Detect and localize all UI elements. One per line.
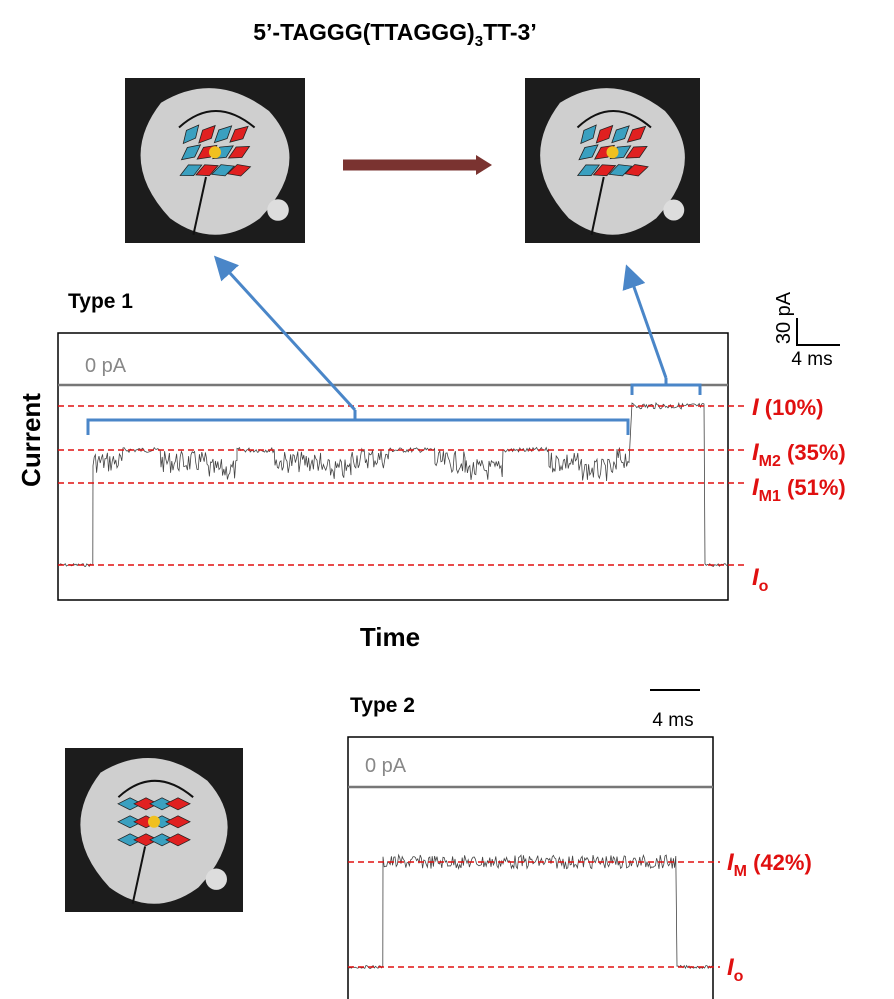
structure-image bbox=[525, 78, 700, 243]
ion bbox=[209, 146, 221, 159]
level-value: (51%) bbox=[781, 475, 846, 500]
guanine bbox=[595, 124, 614, 144]
guanine bbox=[229, 125, 249, 143]
backbone bbox=[576, 110, 652, 235]
symbol: I bbox=[752, 564, 760, 591]
guanine bbox=[198, 124, 216, 144]
scale-label: 4 ms bbox=[791, 349, 832, 370]
ion bbox=[606, 146, 619, 159]
axis-label: Time bbox=[360, 622, 420, 652]
scale-label: 4 ms bbox=[652, 710, 693, 731]
guanine bbox=[578, 144, 599, 161]
guanine bbox=[180, 144, 202, 161]
guanine bbox=[182, 124, 200, 145]
guanine bbox=[165, 833, 191, 847]
scale-label: 30 pA bbox=[773, 291, 795, 344]
guanine bbox=[608, 164, 633, 177]
level-labels: IM (42%)Io bbox=[727, 849, 812, 985]
guanine bbox=[213, 125, 233, 144]
transition-arrow-head bbox=[476, 155, 492, 175]
guanine bbox=[624, 164, 649, 177]
ion bbox=[148, 815, 160, 828]
symbol: I bbox=[727, 849, 735, 876]
trace-box bbox=[347, 736, 714, 999]
subscript: o bbox=[759, 578, 769, 595]
guanine bbox=[165, 797, 191, 811]
guanine bbox=[626, 125, 647, 143]
trace-line bbox=[57, 401, 728, 568]
level-label: Io bbox=[752, 564, 769, 595]
subscript: M2 bbox=[759, 453, 781, 470]
backbone bbox=[178, 110, 256, 235]
title: 5’-TAGGG(TTAGGG)3TT-3’ bbox=[253, 19, 536, 50]
structure-image bbox=[125, 78, 305, 243]
subscript: M1 bbox=[759, 488, 781, 505]
symbol: I bbox=[752, 394, 760, 421]
level-value: (42%) bbox=[747, 850, 812, 875]
subscript: M bbox=[734, 863, 747, 880]
level-lines bbox=[348, 861, 720, 968]
guanine bbox=[226, 164, 252, 177]
trace-line bbox=[347, 853, 713, 970]
guanine bbox=[592, 164, 617, 177]
guanine bbox=[179, 164, 203, 177]
structure-image bbox=[65, 748, 243, 912]
level-lines bbox=[58, 405, 745, 566]
current-trace bbox=[57, 401, 728, 568]
level-label: IM1 (51%) bbox=[752, 474, 846, 505]
guanine bbox=[195, 164, 219, 177]
event-brackets bbox=[86, 255, 702, 435]
axis-label: Current bbox=[16, 393, 46, 487]
guanine bbox=[580, 124, 597, 145]
guanine bbox=[227, 145, 251, 159]
guanine bbox=[210, 164, 236, 177]
level-value: (10%) bbox=[759, 395, 824, 420]
level-labels: I (10%)IM2 (35%)IM1 (51%)Io bbox=[752, 394, 846, 595]
guanine bbox=[625, 145, 648, 159]
subscript: o bbox=[734, 968, 744, 985]
protein-blob bbox=[267, 199, 289, 221]
backbone bbox=[117, 779, 194, 905]
protein-blob bbox=[205, 868, 227, 890]
level-value: (35%) bbox=[781, 440, 846, 465]
symbol: I bbox=[752, 439, 760, 466]
level-label: I (10%) bbox=[752, 394, 823, 421]
type-label: Type 1 bbox=[68, 290, 133, 313]
guanine bbox=[576, 164, 601, 177]
level-label: IM (42%) bbox=[727, 849, 812, 880]
level-label: Io bbox=[727, 954, 744, 985]
symbol: I bbox=[752, 474, 760, 501]
level-label: IM2 (35%) bbox=[752, 439, 846, 470]
trace-box bbox=[57, 332, 729, 601]
symbol: I bbox=[727, 954, 735, 981]
guanine bbox=[165, 815, 191, 829]
protein-blob bbox=[663, 199, 685, 221]
guanine bbox=[611, 125, 630, 144]
zero-label: 0 pA bbox=[365, 755, 407, 777]
scale-bar bbox=[796, 318, 840, 346]
type-label: Type 2 bbox=[350, 694, 415, 717]
current-trace bbox=[347, 853, 713, 970]
zero-label: 0 pA bbox=[85, 355, 127, 377]
